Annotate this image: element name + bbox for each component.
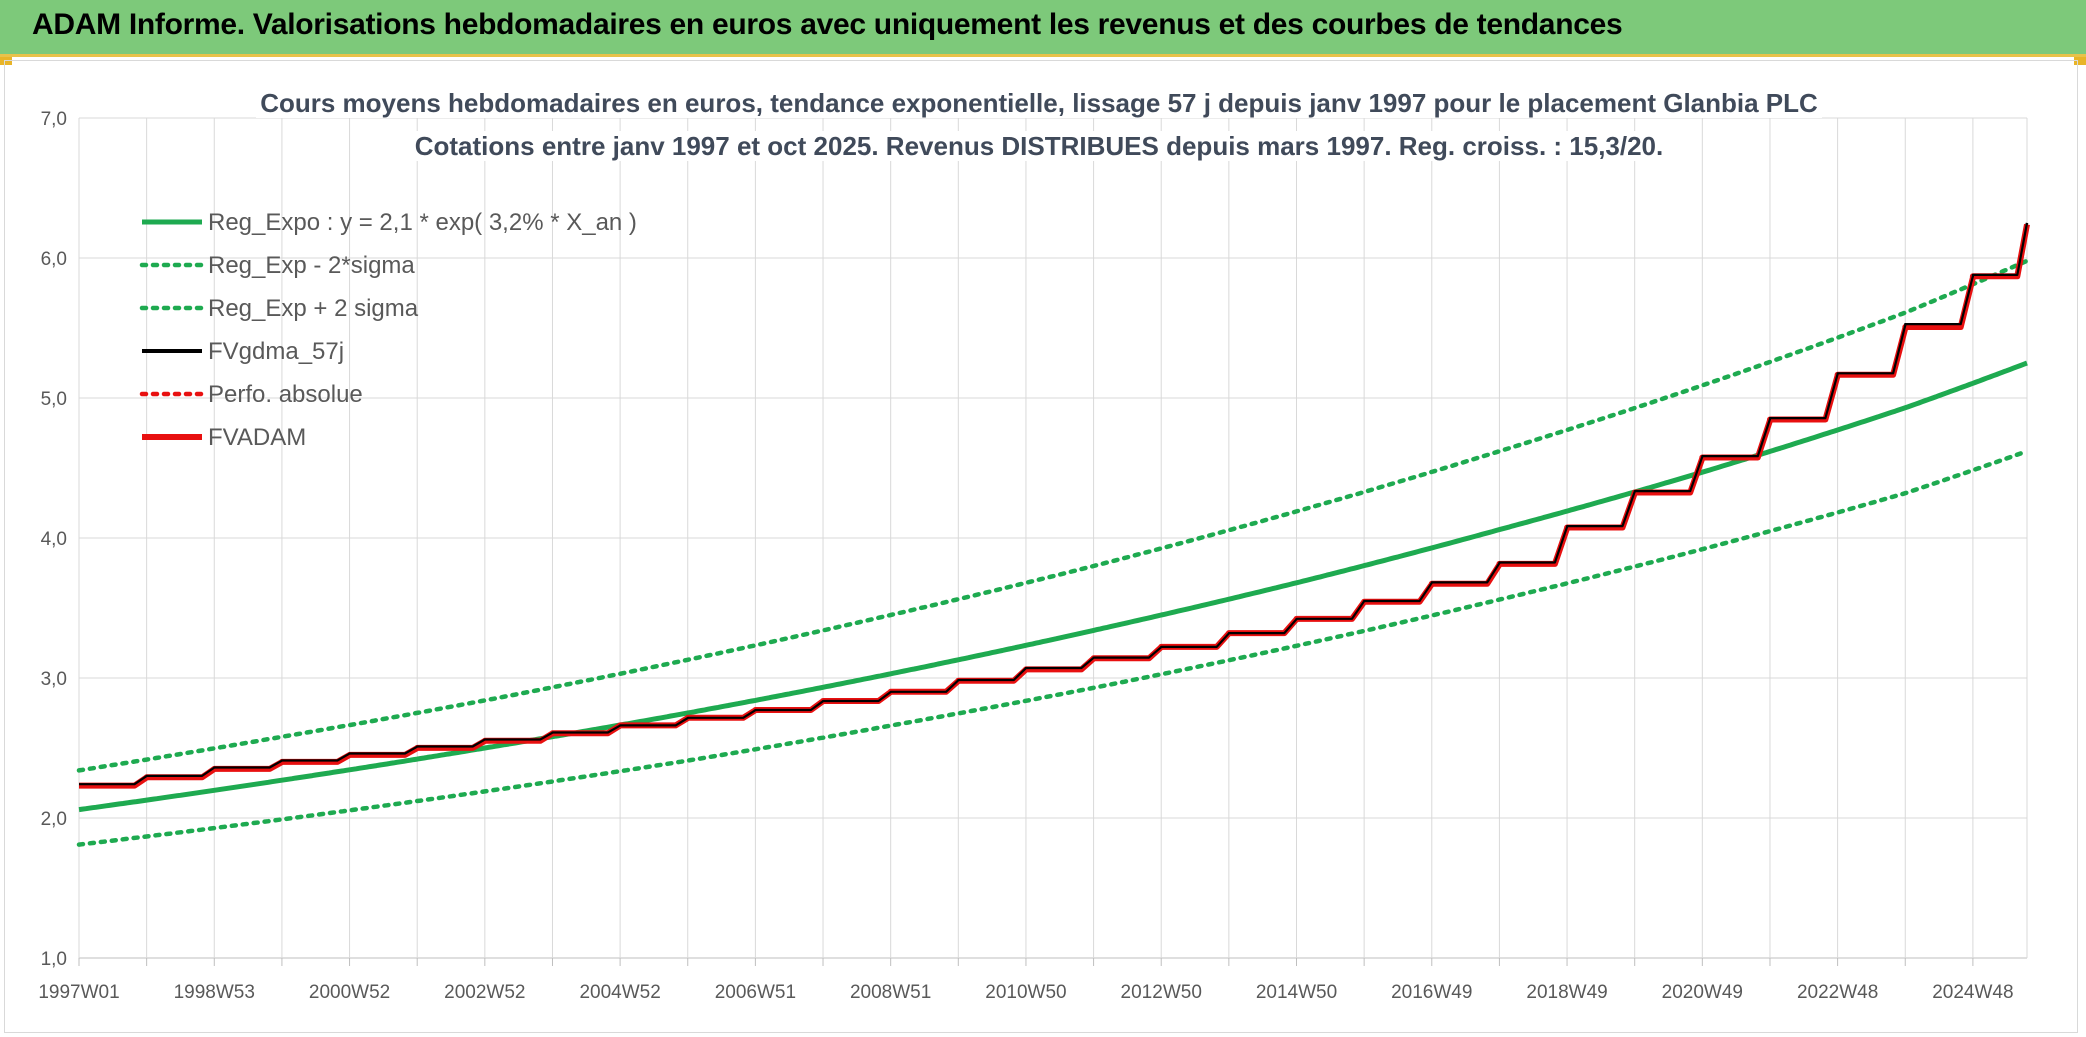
- series-line-1: [76, 448, 2030, 847]
- x-tick-label: 2010W50: [985, 982, 1066, 1003]
- series-line-2: [76, 258, 2030, 773]
- x-tick-label: 2012W50: [1121, 982, 1202, 1003]
- legend-label: FVgdma_57j: [208, 338, 344, 365]
- series-line-fvgdma-top: [79, 222, 2029, 786]
- y-tick-label: 1,0: [41, 949, 67, 970]
- report-title: ADAM Informe. Valorisations hebdomadaire…: [32, 8, 1623, 41]
- x-tick-label: 2020W49: [1662, 982, 1743, 1003]
- x-tick-label: 2022W48: [1797, 982, 1878, 1003]
- legend: Reg_Expo : y = 2,1 * exp( 3,2% * X_an ) R…: [139, 209, 637, 451]
- chart-title-line1-text: Cours moyens hebdomadaires en euros, ten…: [256, 88, 1822, 118]
- x-tick-label: 1998W53: [174, 982, 255, 1003]
- x-tick-label: 2014W50: [1256, 982, 1337, 1003]
- legend-label: FVADAM: [208, 424, 306, 451]
- x-tick-label: 2006W51: [715, 982, 796, 1003]
- grid-layer: [78, 117, 2028, 959]
- legend-label: Reg_Expo : y = 2,1 * exp( 3,2% * X_an ): [208, 209, 637, 236]
- legend-label: Reg_Exp - 2*sigma: [208, 252, 415, 279]
- series-line-0: [78, 360, 2028, 813]
- legend-label: Perfo. absolue: [208, 381, 363, 408]
- x-tick-label: 2002W52: [444, 982, 525, 1003]
- x-tick-label: 2018W49: [1526, 982, 1607, 1003]
- x-tick-label: 2024W48: [1932, 982, 2013, 1003]
- y-tick-label: 4,0: [41, 529, 67, 550]
- corner-mark-left: [0, 57, 12, 65]
- axis-layer: 1,0 2,0 3,0 4,0 5,0 6,0 7,0 1997W01 1998W53 2000W…: [38, 109, 2013, 1003]
- chart-title-line2-text: Cotations entre janv 1997 et oct 2025. R…: [410, 131, 1668, 161]
- x-tick-label: 2008W51: [850, 982, 931, 1003]
- x-tick-label: 2016W49: [1391, 982, 1472, 1003]
- report-header-bar: ADAM Informe. Valorisations hebdomadaire…: [0, 0, 2086, 57]
- y-tick-label: 3,0: [41, 669, 67, 690]
- x-tick-label: 1997W01: [38, 982, 119, 1003]
- x-tick-label: 2004W52: [579, 982, 660, 1003]
- y-tick-label: 2,0: [41, 809, 67, 830]
- chart-title-line2: Cotations entre janv 1997 et oct 2025. R…: [0, 131, 2078, 162]
- x-tick-label: 2000W52: [309, 982, 390, 1003]
- y-tick-label: 7,0: [41, 109, 67, 130]
- legend-label: Reg_Exp + 2 sigma: [208, 295, 419, 322]
- chart-title-line1: Cours moyens hebdomadaires en euros, ten…: [0, 88, 2078, 119]
- series-layer: [76, 222, 2030, 847]
- corner-mark-right: [2074, 57, 2086, 65]
- chart-frame: [4, 60, 2078, 1033]
- y-tick-label: 5,0: [41, 389, 67, 410]
- y-tick-label: 6,0: [41, 249, 67, 270]
